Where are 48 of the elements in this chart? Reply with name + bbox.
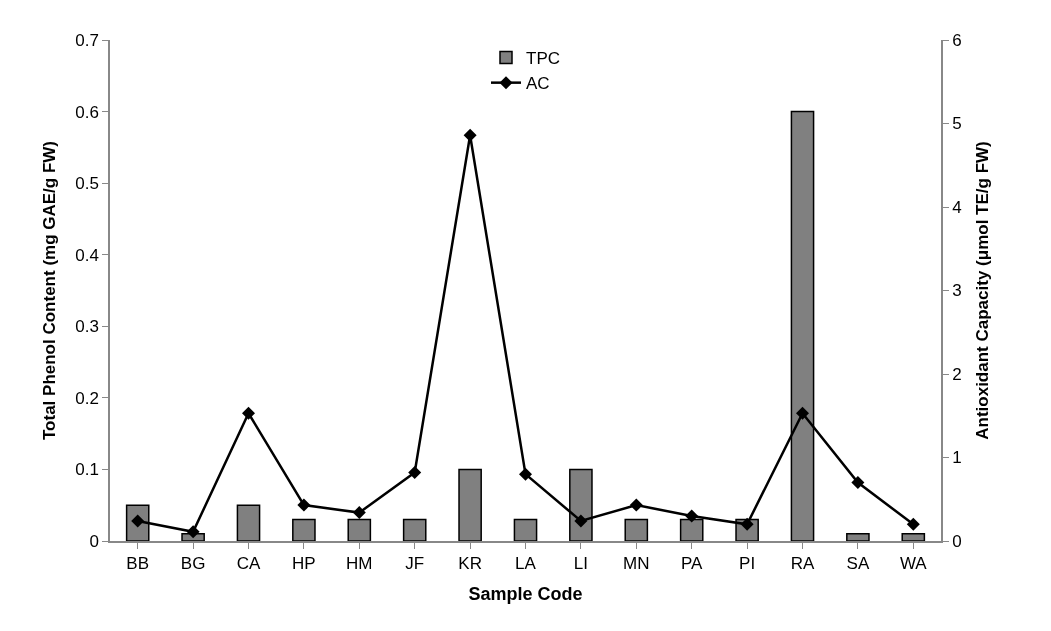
legend-label: AC (526, 74, 550, 94)
y-tick-label: 0.1 (75, 460, 99, 480)
y2-tick-label: 4 (952, 197, 962, 217)
x-tick-label: SA (846, 554, 870, 574)
point (352, 506, 366, 520)
x-tick-label: MN (623, 554, 650, 574)
y-tick-label: 0.4 (75, 245, 99, 265)
y-tick-label: 0.7 (75, 30, 99, 50)
point (519, 467, 532, 481)
x-tick-label: RA (790, 554, 815, 574)
point (629, 498, 643, 512)
x-tick-label: HP (292, 554, 316, 574)
point (906, 517, 920, 531)
point (297, 498, 311, 512)
x-tick-label: PA (680, 554, 704, 574)
y-tick-label: 0.3 (75, 317, 99, 337)
point (408, 466, 422, 480)
point (242, 406, 255, 420)
y2-tick-label: 0 (952, 531, 962, 551)
y2-tick-label: 5 (952, 114, 962, 134)
y-axis-title: Total Phenol Content (mg GAE/g FW) (40, 140, 60, 441)
point (186, 525, 200, 539)
y2-tick-label: 2 (952, 364, 962, 384)
x-tick-label: KR (458, 554, 482, 574)
y-tick-label: 0.5 (75, 174, 99, 194)
y-tick-label: 0.6 (75, 102, 99, 122)
point (796, 406, 809, 420)
x-tick-label: JF (405, 554, 425, 574)
y-tick-label: 0.2 (75, 388, 99, 408)
x-tick-label: LI (573, 554, 588, 574)
y2-tick-label: 3 (952, 281, 962, 301)
y2-tick-label: 1 (952, 448, 962, 468)
point (851, 476, 865, 490)
y2-tick-label: 6 (952, 30, 962, 50)
legend-label: TPC (526, 49, 560, 69)
point (574, 514, 588, 528)
x-tick-label: HM (346, 554, 373, 574)
x-tick-label: BB (126, 554, 150, 574)
x-tick-label: CA (236, 554, 261, 574)
x-tick-label: LA (515, 554, 537, 574)
x-tick-label: PI (739, 554, 756, 574)
point (685, 509, 699, 523)
x-tick-label: BG (180, 554, 206, 574)
y2-axis-title: Antioxidant Capacity (μmol TE/g FW) (972, 141, 992, 440)
y-tick-label: 0 (89, 531, 99, 551)
point (463, 128, 477, 142)
x-axis-title: Sample Code (468, 583, 583, 604)
x-tick-label: WA (899, 554, 928, 574)
